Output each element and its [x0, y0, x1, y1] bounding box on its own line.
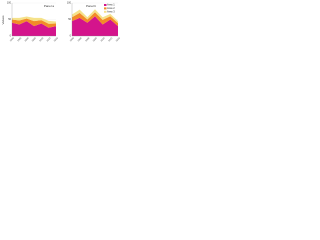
x-tick-label: 2010 — [39, 37, 44, 42]
panel-title: Panel b — [86, 4, 97, 8]
x-tick-label: 2020 — [116, 37, 120, 42]
y-axis-label: Values — [1, 15, 5, 24]
x-tick-label: 2020 — [54, 37, 59, 42]
y-tick-label: 100 — [7, 2, 12, 5]
area — [72, 16, 118, 36]
x-tick-label: 1990 — [10, 37, 15, 42]
x-tick-label: 2015 — [47, 37, 52, 42]
y-tick-label: 100 — [67, 2, 72, 5]
x-tick-label: 2005 — [32, 37, 37, 42]
area — [72, 9, 118, 24]
x-tick-label: 1990 — [70, 37, 75, 42]
panel-title: Panel a — [44, 4, 55, 8]
area — [72, 12, 118, 27]
x-tick-label: 2015 — [108, 37, 113, 42]
x-tick-label: 2010 — [101, 37, 106, 42]
legend-label: Area 2 — [107, 6, 115, 10]
x-tick-label: 2005 — [93, 37, 98, 42]
legend-swatch — [104, 10, 107, 13]
x-tick-label: 2000 — [85, 37, 90, 42]
y-tick-label: 50 — [68, 18, 71, 21]
area — [12, 16, 56, 24]
page: {"y_label": "Values", "chart_data": [ {"… — [0, 0, 120, 45]
area — [12, 18, 56, 28]
legend-label: Area 3 — [107, 9, 115, 13]
legend-swatch — [104, 7, 107, 10]
x-tick-label: 1995 — [78, 37, 83, 42]
y-tick-label: 50 — [8, 18, 11, 21]
y-tick-label: 0 — [70, 35, 72, 38]
legend-label: Area 1 — [107, 3, 115, 7]
legend-swatch — [104, 4, 107, 6]
x-tick-label: 2000 — [25, 37, 30, 42]
area — [12, 21, 56, 36]
y-tick-label: 0 — [10, 35, 12, 38]
x-tick-label: 1995 — [17, 37, 22, 42]
